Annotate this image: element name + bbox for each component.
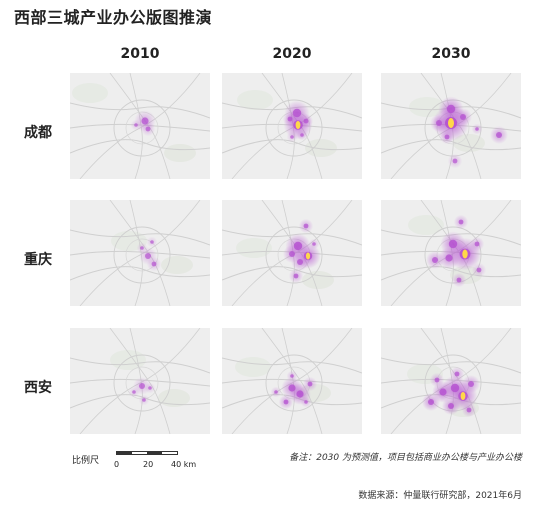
hotspot-core <box>458 219 464 225</box>
year-label-2020: 2020 <box>272 46 312 62</box>
page-title: 西部三城产业办公版图推演 <box>14 8 213 27</box>
scale-tick-20: 20 <box>143 460 154 469</box>
hotspot-core <box>448 403 454 409</box>
map-chengdu-2020 <box>222 73 362 179</box>
hotspot-core <box>474 241 480 247</box>
city-label-chongqing: 重庆 <box>24 252 52 268</box>
map-xian-2030 <box>381 328 521 434</box>
hotspot-core <box>452 158 458 164</box>
hotspot-core <box>456 277 462 283</box>
scale-label: 比例尺 <box>72 456 100 466</box>
hotspot-core <box>134 123 138 127</box>
scale-tick-40: 40 km <box>171 460 197 469</box>
map-chongqing-2020 <box>222 200 362 306</box>
hotspot-core <box>312 242 316 246</box>
hotspot-core <box>290 374 294 378</box>
hotspot-core <box>150 240 154 244</box>
hotspot-core <box>148 386 152 390</box>
hotspot-core <box>439 388 447 396</box>
hotspot-core <box>297 259 303 265</box>
hotspot-core <box>293 273 299 279</box>
map-chongqing-2010 <box>70 200 210 306</box>
map-chongqing-2030 <box>381 200 521 306</box>
scale-tick-0: 0 <box>114 460 120 469</box>
hotspot-core <box>132 390 136 394</box>
hotspot-core <box>283 399 289 405</box>
hotspot-core <box>475 127 479 131</box>
year-label-2010: 2010 <box>120 46 160 62</box>
year-label-2030: 2030 <box>431 46 471 62</box>
hotspot-core <box>287 116 293 122</box>
city-label-xian: 西安 <box>24 380 52 396</box>
hotspot-core <box>300 133 304 137</box>
hotspot-core <box>428 399 434 405</box>
map-xian-2020 <box>222 328 362 434</box>
hotspot-core <box>434 377 440 383</box>
hotspot-core <box>140 246 144 250</box>
hotspot-core <box>296 390 304 398</box>
hotspot-core <box>151 261 157 267</box>
hotspot-core <box>290 135 294 139</box>
hotspot-core <box>466 407 472 413</box>
data-source: 数据来源：仲量联行研究部，2021年6月 <box>358 491 522 501</box>
hotspot-core <box>307 381 313 387</box>
hotspot-core <box>432 257 438 263</box>
footnote: 备注：2030 为预测值，项目包括商业办公楼与产业办公楼 <box>289 453 522 463</box>
map-chengdu-2030 <box>381 73 521 179</box>
hotspot-core <box>436 120 442 126</box>
hotspot-core <box>444 134 450 140</box>
hotspot-core <box>139 383 145 389</box>
hotspot-core <box>460 114 466 120</box>
hotspot-core <box>496 132 502 138</box>
hotspot-core <box>142 398 146 402</box>
map-chengdu-2010 <box>70 73 210 179</box>
city-label-chengdu: 成都 <box>24 125 52 141</box>
hotspot-core <box>145 126 151 132</box>
hotspot-core <box>303 223 309 229</box>
hotspot-core <box>303 118 309 124</box>
map-xian-2010 <box>70 328 210 434</box>
hotspot-peak <box>448 118 454 128</box>
hotspot-core <box>445 254 453 262</box>
hotspot-core <box>145 253 151 259</box>
hotspot-core <box>454 371 460 377</box>
hotspot-core <box>468 381 474 387</box>
hotspot-peak <box>462 249 468 259</box>
hotspot-core <box>476 267 482 273</box>
scale-bar <box>116 451 178 455</box>
hotspot-core <box>289 251 295 257</box>
hotspot-core <box>274 390 278 394</box>
hotspot-core <box>304 400 308 404</box>
hotspot-peak <box>460 392 466 400</box>
